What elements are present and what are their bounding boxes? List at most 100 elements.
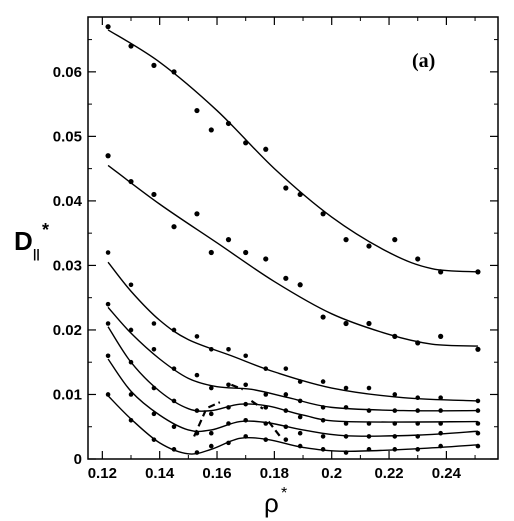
data-point xyxy=(343,405,349,410)
data-point xyxy=(105,250,111,255)
data-point xyxy=(171,327,177,333)
data-point xyxy=(208,430,214,436)
data-point xyxy=(194,107,200,114)
data-point xyxy=(243,401,248,407)
data-point xyxy=(151,385,157,391)
y-axis-superscript: * xyxy=(42,220,49,240)
data-point xyxy=(438,430,443,436)
data-point xyxy=(283,437,289,442)
series-line-5 xyxy=(107,326,478,423)
data-point xyxy=(194,450,200,455)
series-line-1 xyxy=(107,29,478,273)
data-point xyxy=(343,450,349,455)
data-point xyxy=(263,437,269,442)
series-line-2 xyxy=(107,164,478,347)
data-point xyxy=(475,443,481,449)
data-point xyxy=(226,405,231,410)
data-point xyxy=(475,408,481,413)
data-point xyxy=(208,385,214,391)
data-point xyxy=(208,411,214,417)
data-point xyxy=(343,421,349,426)
panel-label: (a) xyxy=(412,50,435,72)
data-point xyxy=(226,421,231,426)
y-tick-label: 0 xyxy=(74,451,82,468)
data-point xyxy=(128,417,134,423)
data-point xyxy=(243,353,248,359)
data-point xyxy=(171,69,177,75)
data-point xyxy=(283,275,289,281)
data-point xyxy=(283,408,289,413)
data-point xyxy=(151,321,157,326)
data-point xyxy=(475,398,481,404)
data-point xyxy=(263,366,269,371)
y-axis-title: D xyxy=(14,226,33,256)
data-point xyxy=(415,256,421,262)
data-point xyxy=(263,146,269,152)
data-point xyxy=(171,366,177,371)
series-line-3 xyxy=(107,261,478,402)
x-axis-superscript: * xyxy=(281,485,287,502)
series-line-4 xyxy=(107,306,478,412)
y-tick-label: 0.04 xyxy=(53,193,83,210)
data-point xyxy=(208,443,214,449)
x-tick-label: 0.14 xyxy=(145,465,175,482)
data-point xyxy=(366,421,372,426)
data-point xyxy=(105,353,111,359)
data-point xyxy=(105,153,111,159)
data-point xyxy=(343,237,349,243)
dashed-mark xyxy=(230,383,244,391)
axis-ticks: 0.12 0.14 0.16 0.18 0.2 0.22 0.24 0 0.01 0.02 0.03… xyxy=(53,17,498,482)
data-point xyxy=(297,398,303,404)
data-point xyxy=(320,417,326,423)
data-point xyxy=(343,320,349,327)
data-point xyxy=(105,24,111,30)
data-point xyxy=(243,417,248,423)
data-point xyxy=(105,321,111,326)
data-point xyxy=(366,434,372,439)
data-point xyxy=(151,347,157,352)
data-point xyxy=(151,62,157,68)
data-point xyxy=(320,211,326,217)
data-point xyxy=(171,424,177,430)
x-tick-label: 0.12 xyxy=(88,465,117,482)
data-point xyxy=(320,379,326,384)
data-point xyxy=(151,411,157,417)
data-point xyxy=(243,434,248,439)
data-point xyxy=(415,395,421,401)
data-point xyxy=(128,327,134,333)
y-tick-label: 0.02 xyxy=(53,322,82,339)
data-point xyxy=(366,320,372,327)
data-point xyxy=(415,421,421,426)
data-point xyxy=(392,421,398,426)
data-point xyxy=(392,392,398,397)
data-point xyxy=(415,408,421,413)
data-point xyxy=(297,414,303,420)
data-point xyxy=(366,385,372,391)
data-point xyxy=(243,140,249,146)
data-point xyxy=(320,447,326,452)
x-tick-label: 0.24 xyxy=(432,465,462,482)
data-point xyxy=(343,385,349,391)
data-point xyxy=(194,372,200,378)
data-point xyxy=(208,127,214,133)
y-tick-label: 0.06 xyxy=(53,64,82,81)
data-point xyxy=(151,191,157,198)
data-point xyxy=(297,379,303,384)
data-point xyxy=(208,347,214,352)
data-point xyxy=(194,334,200,339)
data-point xyxy=(208,249,214,256)
data-point xyxy=(297,430,303,436)
data-point xyxy=(475,430,481,436)
data-point xyxy=(320,434,326,439)
data-point xyxy=(366,243,372,249)
data-point xyxy=(226,382,231,388)
data-point xyxy=(128,43,134,49)
data-point xyxy=(438,395,443,401)
data-point xyxy=(263,392,269,397)
data-point xyxy=(392,447,398,452)
data-point xyxy=(415,447,421,452)
data-point xyxy=(263,405,269,410)
data-point xyxy=(171,447,177,452)
data-point xyxy=(438,269,444,275)
